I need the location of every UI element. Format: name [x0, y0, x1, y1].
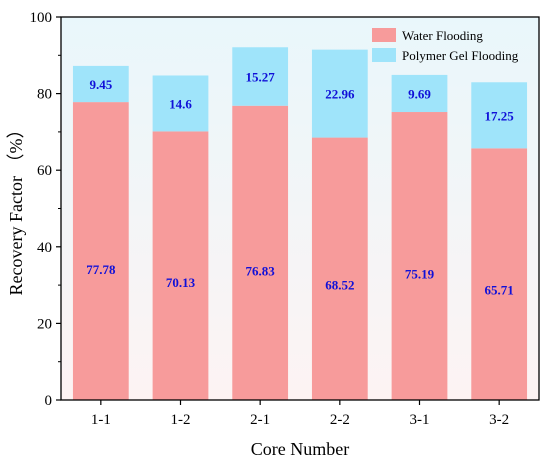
bar-water-flooding-1-2	[152, 131, 209, 400]
legend: Water Flooding Polymer Gel Flooding	[372, 28, 519, 63]
legend-label-water-flooding: Water Flooding	[402, 28, 483, 43]
data-label-polymer-gel-flooding-1-2: 14.6	[169, 96, 192, 111]
data-label-water-flooding-1-2: 70.13	[166, 275, 196, 290]
bars-layer	[72, 47, 528, 401]
bar-water-flooding-2-1	[232, 105, 289, 401]
bar-polymer-gel-flooding-1-2	[152, 75, 209, 132]
bar-polymer-gel-flooding-1-1	[72, 65, 129, 103]
data-label-polymer-gel-flooding-2-1: 15.27	[246, 69, 276, 84]
y-tick-label-20: 20	[37, 316, 52, 332]
legend-swatch-water-flooding	[372, 28, 396, 42]
bar-water-flooding-3-1	[391, 112, 448, 400]
bar-polymer-gel-flooding-2-2	[311, 49, 368, 138]
data-label-water-flooding-2-1: 76.83	[246, 264, 276, 279]
y-tick-label-40: 40	[37, 240, 52, 256]
bar-water-flooding-1-1	[72, 102, 129, 400]
plot-area	[61, 17, 539, 400]
y-tick-label-80: 80	[37, 87, 52, 103]
data-label-polymer-gel-flooding-3-1: 9.69	[408, 86, 431, 101]
y-tick-label-60: 60	[37, 163, 52, 179]
y-axis-title: Recovery Factor （%）	[6, 121, 26, 296]
data-label-polymer-gel-flooding-1-1: 9.45	[89, 77, 112, 92]
data-labels-layer: 77.78 9.45 70.13 14.6 76.83 15.27 68.52 22.96 75…	[86, 69, 514, 297]
data-label-water-flooding-3-1: 75.19	[405, 266, 435, 281]
x-tick-label-1-2: 1-2	[171, 412, 191, 428]
x-tick-label-3-1: 3-1	[410, 412, 430, 428]
data-label-water-flooding-1-1: 77.78	[86, 262, 116, 277]
data-label-polymer-gel-flooding-2-2: 22.96	[325, 87, 355, 102]
bar-polymer-gel-flooding-3-1	[391, 74, 448, 113]
x-axis-title: Core Number	[251, 439, 349, 459]
axes-layer: 1-1 1-2 2-1 2-2 3-1 3-2 0 20 40 60 80 100	[30, 10, 510, 428]
data-label-water-flooding-2-2: 68.52	[325, 278, 354, 293]
data-label-polymer-gel-flooding-3-2: 17.25	[485, 108, 515, 123]
data-label-water-flooding-3-2: 65.71	[485, 282, 514, 297]
legend-swatch-polymer-gel-flooding	[372, 48, 396, 62]
bar-water-flooding-2-2	[311, 137, 368, 400]
x-tick-label-2-1: 2-1	[250, 412, 270, 428]
x-tick-label-3-2: 3-2	[489, 412, 509, 428]
x-tick-label-2-2: 2-2	[330, 412, 350, 428]
bar-polymer-gel-flooding-3-2	[471, 82, 528, 149]
bar-polymer-gel-flooding-2-1	[232, 47, 289, 106]
x-tick-label-1-1: 1-1	[91, 412, 111, 428]
bar-water-flooding-3-2	[471, 148, 528, 400]
legend-label-polymer-gel-flooding: Polymer Gel Flooding	[402, 48, 519, 63]
y-tick-label-100: 100	[30, 10, 53, 26]
y-tick-label-0: 0	[45, 393, 53, 409]
